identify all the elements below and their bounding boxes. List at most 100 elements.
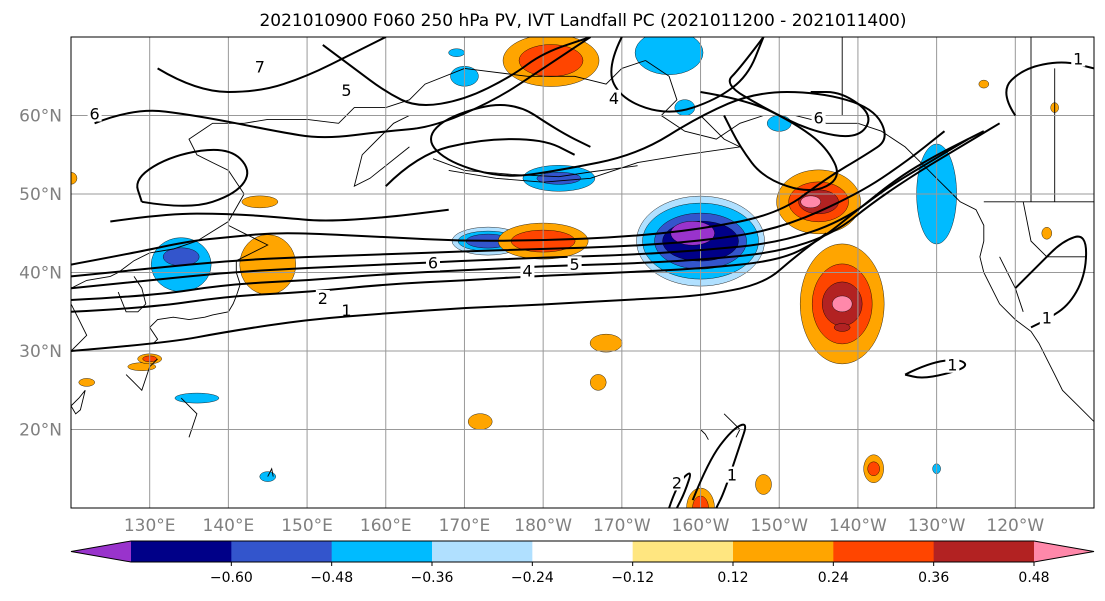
pv-anomaly-region xyxy=(468,413,493,430)
longitude-label: 140°W xyxy=(829,516,887,536)
contour-label: 6 xyxy=(90,105,100,124)
contour-label-bg xyxy=(520,262,535,279)
contour-label-bg xyxy=(339,81,354,98)
latitude-tick-labels: 60°N 50°N 40°N 30°N 20°N xyxy=(19,107,62,441)
colorbar-low-extension xyxy=(71,541,131,562)
coastline-segment xyxy=(125,358,158,392)
colorbar-tick-label: −0.48 xyxy=(310,570,353,586)
colorbar-segment xyxy=(532,541,634,562)
contour-label-bg xyxy=(1071,50,1086,67)
colorbar-segment xyxy=(632,541,734,562)
coastline-segment xyxy=(1022,201,1087,258)
colorbar-segment xyxy=(933,541,1035,562)
colorbar-tick-label: 0.24 xyxy=(818,570,849,586)
ivt-contour-line xyxy=(322,37,591,106)
pv-anomaly-region xyxy=(78,378,95,387)
contour-label: 1 xyxy=(1073,50,1083,69)
pv-anomaly-region xyxy=(978,79,990,89)
colorbar-segment xyxy=(833,541,935,562)
contour-label: 4 xyxy=(522,262,532,281)
ivt-contour-line xyxy=(157,37,387,94)
contour-label: 1 xyxy=(727,466,737,485)
pv-anomaly-region xyxy=(590,374,607,391)
colorbar-segment xyxy=(331,541,433,562)
latitude-label: 50°N xyxy=(19,185,62,205)
colorbar-segment xyxy=(131,541,232,562)
contour-label: 6 xyxy=(428,254,438,273)
contour-label-bg xyxy=(425,254,440,271)
map-frame xyxy=(70,36,1095,509)
pv-anomaly-region xyxy=(174,392,220,404)
contour-label-bg xyxy=(725,466,740,483)
pv-anomaly-region xyxy=(448,48,465,57)
contour-label: 2 xyxy=(672,473,682,492)
contour-label-bg xyxy=(87,105,102,122)
coastline-segment xyxy=(700,429,709,440)
longitude-label: 150°W xyxy=(750,516,808,536)
colorbar-segment xyxy=(432,541,533,562)
coastline-segment xyxy=(71,303,88,352)
colorbar: −0.60 −0.48 −0.36 −0.24 −0.12 0.12 0.24 0.36 0.4… xyxy=(70,540,1095,586)
ivt-contour-line xyxy=(385,138,576,187)
coastline-segment xyxy=(645,60,1094,422)
contour-label-bg xyxy=(669,474,684,491)
contour-label: 7 xyxy=(255,57,265,76)
contour-label-bg xyxy=(252,58,267,75)
contour-label-bg xyxy=(606,89,621,106)
pv-anomaly-region xyxy=(1041,227,1052,240)
pv-anomaly-region xyxy=(755,474,772,495)
ivt-contour-line xyxy=(904,359,967,379)
colorbar-tick-label: 0.12 xyxy=(717,570,748,586)
pv-anomaly-region xyxy=(800,195,821,209)
contour-label: 4 xyxy=(609,89,619,108)
latitude-label: 60°N xyxy=(19,107,62,127)
contour-label-bg xyxy=(315,289,330,306)
longitude-tick-labels: 130°E 140°E 150°E 160°E 170°E 180°W 170°W 160°W… xyxy=(124,516,1045,536)
ivt-contour-line xyxy=(610,37,765,113)
longitude-label: 160°E xyxy=(360,516,412,536)
colorbar-tick-label: −0.24 xyxy=(511,570,554,586)
contour-label: 1 xyxy=(341,301,351,320)
contour-label: 1 xyxy=(1042,309,1052,328)
contour-label: 6 xyxy=(813,108,823,127)
ivt-contour-line xyxy=(1005,61,1094,117)
longitude-label: 120°W xyxy=(986,516,1044,536)
ivt-contour-line xyxy=(700,91,838,192)
longitude-label: 130°W xyxy=(908,516,966,536)
coastline-segment xyxy=(353,115,410,188)
colorbar-segment xyxy=(231,541,333,562)
pv-anomaly-region xyxy=(867,461,880,476)
latitude-label: 40°N xyxy=(19,264,62,284)
pv-anomaly-region xyxy=(831,295,853,313)
colorbar-outline xyxy=(70,540,1095,563)
longitude-label: 160°W xyxy=(672,516,730,536)
ivt-contour-line xyxy=(1014,235,1088,329)
latitude-label: 30°N xyxy=(19,342,62,362)
coastline-segment xyxy=(149,224,269,344)
pv-anomaly-region xyxy=(239,234,296,295)
figure-title: 2021010900 F060 250 hPa PV, IVT Landfall… xyxy=(259,11,906,31)
pv-anomaly-region xyxy=(589,333,623,353)
contour-label: 5 xyxy=(570,255,580,274)
ivt-contour-line xyxy=(136,148,249,207)
contour-label-bg xyxy=(811,109,826,126)
pv-anomaly-region xyxy=(71,172,78,185)
contour-label: 1 xyxy=(947,356,957,375)
graticule-layer xyxy=(71,37,1094,508)
pv-shading-layer xyxy=(71,37,1059,508)
coastline-segment xyxy=(71,390,86,415)
longitude-label: 180°W xyxy=(514,516,572,536)
coastline-segment xyxy=(723,413,741,438)
coastline-segment xyxy=(267,467,274,477)
contour-label-bg xyxy=(1039,309,1054,326)
pv-anomaly-region xyxy=(162,247,200,266)
ivt-contour-line xyxy=(110,208,449,223)
ivt-contour-line xyxy=(728,37,870,138)
colorbar-tick-label: 0.48 xyxy=(1018,570,1049,586)
coastline-segment xyxy=(432,158,638,178)
pv-anomaly-region xyxy=(833,323,851,332)
longitude-label: 140°E xyxy=(203,516,255,536)
pv-anomaly-region xyxy=(241,195,279,209)
